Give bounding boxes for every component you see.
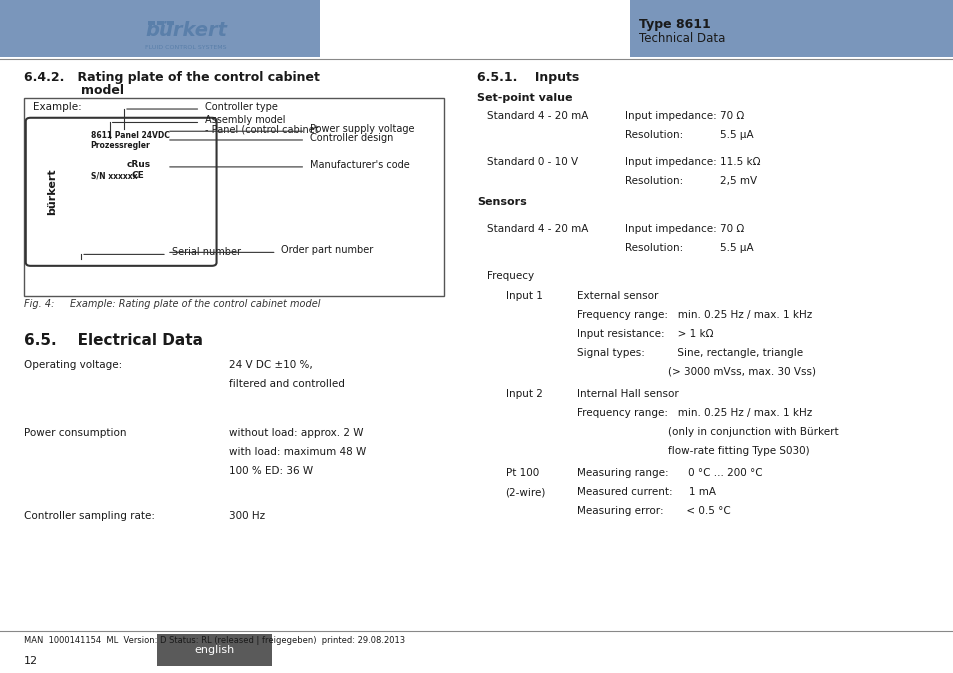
Text: bürkert: bürkert (48, 168, 57, 215)
Text: 6.5.    Electrical Data: 6.5. Electrical Data (24, 333, 203, 348)
Text: Sensors: Sensors (476, 197, 526, 207)
Text: Standard 0 - 10 V: Standard 0 - 10 V (486, 157, 578, 167)
Text: 2,5 mV: 2,5 mV (720, 176, 757, 186)
Text: Input 1: Input 1 (505, 291, 542, 302)
Text: MAN  1000141154  ML  Version: D Status: RL (released | freigegeben)  printed: 29: MAN 1000141154 ML Version: D Status: RL … (24, 636, 405, 645)
Text: External sensor: External sensor (577, 291, 658, 302)
Text: Set-point value: Set-point value (476, 93, 572, 103)
Text: Type 8611: Type 8611 (639, 18, 710, 32)
Text: - Panel (control cabinet: - Panel (control cabinet (205, 125, 318, 134)
Text: 5.5 µA: 5.5 µA (720, 243, 753, 253)
Text: Input impedance:: Input impedance: (624, 157, 716, 167)
FancyBboxPatch shape (167, 21, 173, 25)
Text: Frequecy: Frequecy (486, 271, 533, 281)
Text: Operating voltage:: Operating voltage: (24, 360, 122, 370)
FancyBboxPatch shape (148, 21, 154, 25)
Text: bürkert: bürkert (145, 21, 227, 40)
FancyBboxPatch shape (24, 98, 443, 296)
Text: flow-rate fitting Type S030): flow-rate fitting Type S030) (577, 446, 809, 456)
Text: filtered and controlled: filtered and controlled (229, 379, 344, 389)
Text: with load: maximum 48 W: with load: maximum 48 W (229, 447, 366, 457)
Text: Resolution:: Resolution: (624, 243, 682, 253)
Text: 12: 12 (24, 656, 38, 666)
Text: Manufacturer's code: Manufacturer's code (310, 160, 410, 170)
Text: 70 Ω: 70 Ω (720, 111, 743, 121)
Text: 5.5 µA: 5.5 µA (720, 130, 753, 140)
Text: 6.5.1.    Inputs: 6.5.1. Inputs (476, 71, 578, 83)
Text: Fig. 4:     Example: Rating plate of the control cabinet model: Fig. 4: Example: Rating plate of the con… (24, 299, 320, 310)
Text: Measuring error:       < 0.5 °C: Measuring error: < 0.5 °C (577, 506, 730, 516)
Text: model: model (81, 84, 124, 97)
Text: Serial number: Serial number (172, 248, 240, 257)
Text: Technical Data: Technical Data (639, 32, 725, 45)
Text: english: english (194, 645, 234, 655)
Text: Controller type: Controller type (205, 102, 277, 112)
Text: Measuring range:      0 °C ... 200 °C: Measuring range: 0 °C ... 200 °C (577, 468, 762, 479)
Text: Resolution:: Resolution: (624, 130, 682, 140)
Text: 100 % ED: 36 W: 100 % ED: 36 W (229, 466, 313, 476)
FancyBboxPatch shape (0, 0, 319, 57)
Text: FLUID CONTROL SYSTEMS: FLUID CONTROL SYSTEMS (145, 44, 227, 50)
Text: Power supply voltage: Power supply voltage (310, 125, 415, 134)
FancyBboxPatch shape (26, 118, 216, 266)
Text: 70 Ω: 70 Ω (720, 224, 743, 234)
Text: Assembly model: Assembly model (205, 116, 285, 125)
Text: Controller design: Controller design (310, 133, 393, 143)
Text: Internal Hall sensor: Internal Hall sensor (577, 389, 679, 399)
Text: (> 3000 mVss, max. 30 Vss): (> 3000 mVss, max. 30 Vss) (577, 367, 816, 377)
Text: Signal types:          Sine, rectangle, triangle: Signal types: Sine, rectangle, triangle (577, 348, 802, 358)
Text: Frequency range:   min. 0.25 Hz / max. 1 kHz: Frequency range: min. 0.25 Hz / max. 1 k… (577, 310, 812, 320)
Text: 24 V DC ±10 %,: 24 V DC ±10 %, (229, 360, 313, 370)
Text: without load: approx. 2 W: without load: approx. 2 W (229, 428, 363, 438)
Text: Order part number: Order part number (281, 246, 374, 255)
Text: Input impedance:: Input impedance: (624, 224, 716, 234)
Text: (2-wire): (2-wire) (505, 487, 545, 497)
FancyBboxPatch shape (629, 0, 953, 57)
Text: 300 Hz: 300 Hz (229, 511, 265, 522)
Text: 6.4.2.   Rating plate of the control cabinet: 6.4.2. Rating plate of the control cabin… (24, 71, 319, 83)
Text: Pt 100: Pt 100 (505, 468, 538, 479)
Text: Prozessregler: Prozessregler (91, 141, 151, 150)
Text: Measured current:     1 mA: Measured current: 1 mA (577, 487, 716, 497)
Text: Input resistance:    > 1 kΩ: Input resistance: > 1 kΩ (577, 329, 713, 339)
Text: 8611 Panel 24VDC: 8611 Panel 24VDC (91, 131, 170, 140)
Text: Input impedance:: Input impedance: (624, 111, 716, 121)
Text: (only in conjunction with Bürkert: (only in conjunction with Bürkert (577, 427, 838, 437)
Text: cRus
CE: cRus CE (126, 160, 151, 180)
Text: Power consumption: Power consumption (24, 428, 126, 438)
Text: Standard 4 - 20 mA: Standard 4 - 20 mA (486, 111, 587, 121)
Text: Resolution:: Resolution: (624, 176, 682, 186)
FancyBboxPatch shape (157, 21, 164, 25)
Text: Input 2: Input 2 (505, 389, 542, 399)
Text: Controller sampling rate:: Controller sampling rate: (24, 511, 154, 522)
Text: Frequency range:   min. 0.25 Hz / max. 1 kHz: Frequency range: min. 0.25 Hz / max. 1 k… (577, 408, 812, 418)
Text: 11.5 kΩ: 11.5 kΩ (720, 157, 760, 167)
Text: S/N xxxxxx: S/N xxxxxx (91, 172, 137, 180)
FancyBboxPatch shape (157, 634, 272, 666)
Text: Example:: Example: (33, 102, 82, 112)
Text: Standard 4 - 20 mA: Standard 4 - 20 mA (486, 224, 587, 234)
